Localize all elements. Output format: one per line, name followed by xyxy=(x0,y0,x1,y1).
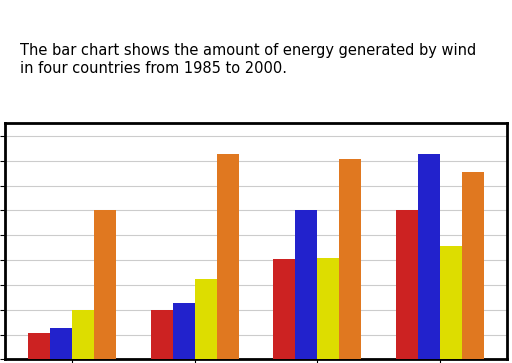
Bar xyxy=(50,328,72,359)
Bar xyxy=(173,303,195,359)
Bar xyxy=(217,155,239,359)
Bar xyxy=(195,279,217,359)
Bar xyxy=(151,310,173,359)
Bar xyxy=(395,210,418,359)
Text: The bar chart shows the amount of energy generated by wind
in four countries fro: The bar chart shows the amount of energy… xyxy=(20,43,477,76)
Bar xyxy=(339,159,361,359)
Bar xyxy=(418,155,440,359)
Bar xyxy=(94,210,117,359)
Bar xyxy=(72,310,94,359)
Bar xyxy=(273,259,295,359)
Bar xyxy=(462,172,484,359)
Bar xyxy=(295,210,317,359)
Bar xyxy=(317,257,339,359)
Bar xyxy=(28,333,50,359)
Bar xyxy=(440,246,462,359)
